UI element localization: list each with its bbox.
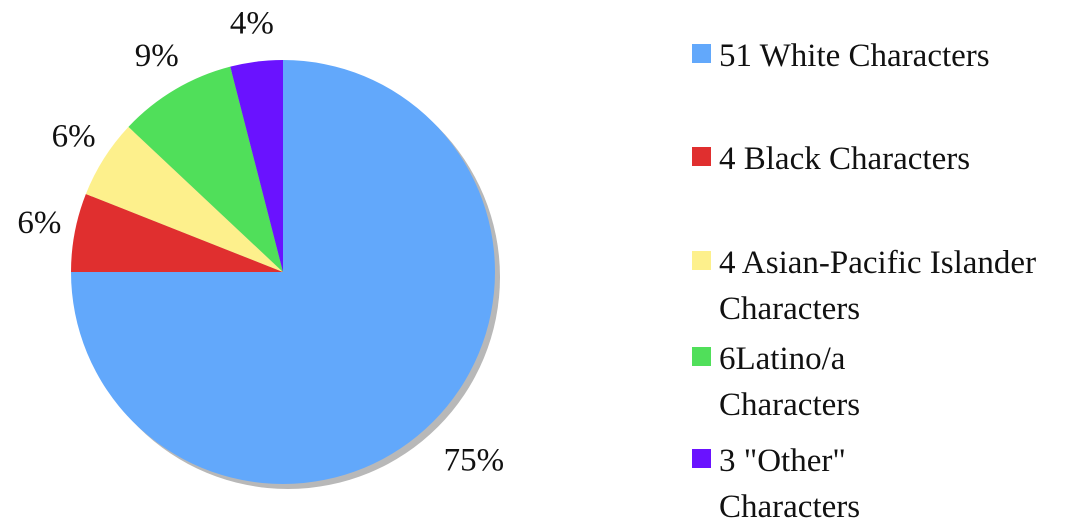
legend-item: 3 "Other" Characters [692, 438, 919, 525]
legend-label: 4 Asian-Pacific Islander Characters [719, 245, 1037, 327]
slice-label: 75% [444, 442, 505, 478]
legend-label: 3 "Other" Characters [719, 443, 861, 525]
pie-slice [230, 60, 283, 272]
legend-item: 4 Asian-Pacific Islander Characters [692, 240, 1049, 332]
slice-label: 6% [17, 205, 61, 241]
legend-item: 6Latino/a Characters [692, 336, 919, 428]
legend-swatch [692, 449, 711, 468]
slice-label: 4% [230, 6, 274, 42]
legend-label: 51 White Characters [719, 38, 990, 74]
legend-swatch [692, 347, 711, 366]
legend-swatch [692, 251, 711, 270]
legend-swatch [692, 44, 711, 63]
legend-label: 4 Black Characters [719, 141, 971, 177]
pie-slice [71, 193, 283, 272]
pie-slice [85, 126, 283, 273]
legend-item: 4 Black Characters [692, 136, 1073, 182]
slice-label: 6% [52, 119, 96, 155]
legend-swatch [692, 147, 711, 166]
legend-label: 6Latino/a Characters [719, 341, 861, 423]
slice-label: 9% [135, 38, 179, 74]
legend-item: 51 White Characters [692, 33, 1073, 79]
pie-slice [128, 66, 283, 272]
pie-chart: 75% 6% 6% 9% 4% [17, 6, 505, 489]
